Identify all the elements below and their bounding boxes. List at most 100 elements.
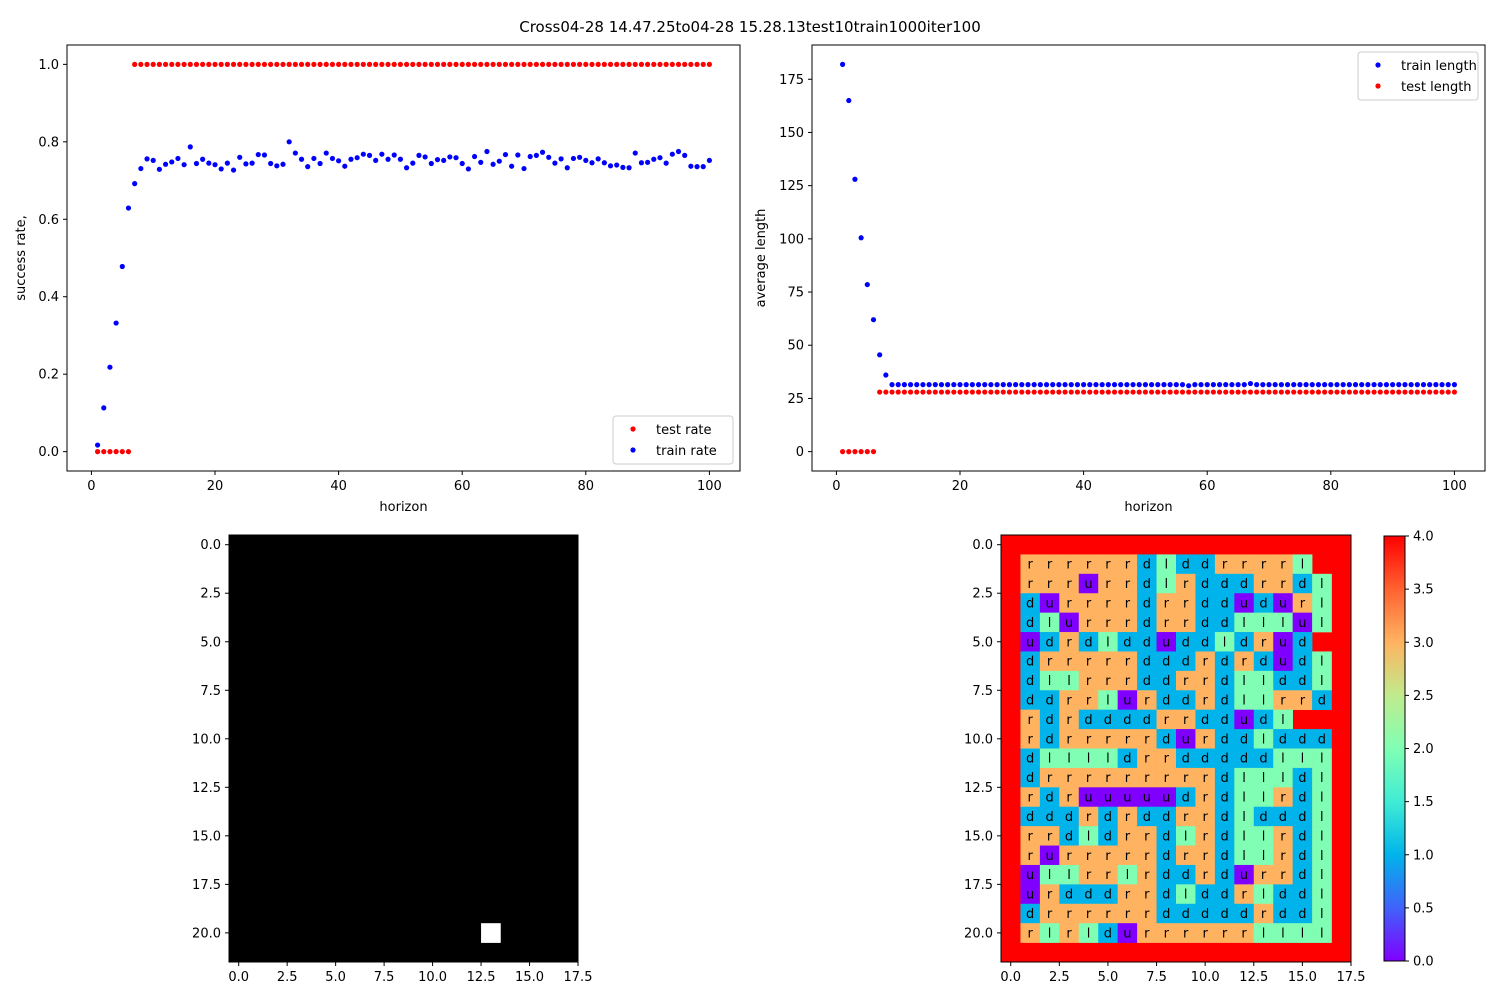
legend-label-test-length: test length	[1401, 80, 1472, 95]
policy-action-label: d	[1045, 810, 1053, 825]
policy-action-label: r	[1144, 868, 1150, 883]
x-tick-label: 0.0	[228, 970, 249, 985]
policy-cell	[1059, 767, 1080, 788]
point-train-rate-83	[601, 160, 607, 166]
point-test-length-24	[982, 389, 988, 395]
policy-cell	[1059, 845, 1080, 866]
policy-cell	[1195, 903, 1216, 924]
point-test-length-62	[1216, 389, 1223, 395]
policy-cell	[1020, 806, 1041, 827]
policy-action-label: r	[1066, 771, 1072, 786]
policy-cell	[1292, 748, 1313, 769]
policy-action-label: l	[1281, 752, 1285, 767]
point-train-rate-14	[175, 155, 181, 162]
policy-cell	[1253, 767, 1274, 788]
policy-action-label: d	[1201, 577, 1209, 592]
policy-action-label: r	[1125, 596, 1131, 611]
point-train-rate-17	[193, 160, 200, 167]
x-axis-label: horizon	[379, 500, 427, 515]
point-test-length-65	[1235, 389, 1241, 395]
point-test-length-23	[975, 389, 982, 395]
point-train-length-63	[1223, 382, 1229, 388]
x-tick-label: 2.5	[277, 970, 298, 985]
point-test-rate-24	[237, 61, 243, 67]
point-train-rate-35	[305, 164, 311, 170]
policy-cell	[1234, 670, 1255, 691]
policy-action-label: u	[1065, 616, 1073, 631]
policy-cell	[1098, 670, 1118, 691]
policy-action-label: r	[1183, 810, 1189, 825]
point-test-rate-35	[305, 61, 311, 67]
policy-cell	[1137, 845, 1157, 866]
point-train-length-68	[1254, 382, 1260, 388]
point-test-rate-44	[360, 61, 366, 67]
point-train-length-54	[1167, 382, 1173, 388]
policy-cell	[1078, 826, 1099, 846]
policy-action-label: d	[1279, 810, 1287, 825]
policy-action-label: r	[1027, 829, 1033, 844]
point-train-length-1	[839, 61, 846, 67]
policy-cell	[1234, 690, 1255, 710]
point-train-rate-53	[416, 152, 422, 158]
y-tick-label: 150	[779, 126, 804, 141]
policy-action-label: r	[1125, 771, 1131, 786]
policy-cell	[1234, 903, 1255, 924]
policy-action-label: d	[1143, 810, 1151, 825]
policy-action-label: r	[1164, 752, 1170, 767]
policy-cell	[1273, 690, 1293, 710]
policy-action-label: d	[1084, 635, 1092, 650]
policy-action-label: l	[1320, 810, 1324, 825]
point-train-rate-6	[125, 205, 132, 211]
point-test-rate-27	[255, 61, 261, 67]
policy-action-label: r	[1202, 868, 1208, 883]
policy-action-label: r	[1066, 596, 1072, 611]
policy-cell	[1117, 651, 1138, 672]
point-train-length-64	[1229, 382, 1235, 388]
point-train-length-13	[914, 382, 920, 388]
policy-action-label: d	[1318, 732, 1326, 747]
policy-action-label: r	[1280, 791, 1286, 806]
point-train-rate-70	[521, 165, 527, 172]
policy-cell	[1098, 690, 1118, 710]
policy-action-label: u	[1084, 791, 1092, 806]
policy-cell	[1214, 651, 1235, 672]
policy-action-label: d	[1182, 752, 1190, 767]
policy-cell	[1234, 593, 1255, 613]
point-test-length-80	[1328, 389, 1334, 395]
point-train-rate-49	[391, 152, 397, 158]
policy-cell	[1020, 845, 1041, 866]
point-test-rate-95	[675, 61, 682, 67]
policy-cell	[1195, 573, 1216, 594]
point-train-rate-58	[447, 154, 453, 160]
point-test-rate-98	[694, 61, 700, 67]
point-train-rate-92	[657, 155, 663, 161]
policy-cell	[1214, 806, 1235, 827]
policy-action-label: r	[1047, 558, 1053, 573]
policy-cell	[1176, 884, 1196, 905]
point-train-length-34	[1043, 382, 1050, 388]
policy-action-label: u	[1240, 868, 1248, 883]
point-train-rate-18	[200, 156, 206, 162]
point-test-rate-38	[323, 61, 329, 67]
point-test-length-51	[1148, 389, 1155, 395]
policy-action-label: l	[1067, 674, 1071, 689]
point-test-length-10	[895, 389, 901, 395]
legend-marker-test-rate	[630, 426, 636, 432]
colorbar-tick-label: 2.5	[1413, 689, 1434, 704]
policy-cell	[1214, 729, 1235, 749]
policy-action-label: r	[1125, 810, 1131, 825]
point-test-rate-6	[125, 449, 132, 455]
policy-cell	[1078, 690, 1099, 710]
point-train-length-96	[1427, 382, 1433, 388]
policy-action-label: d	[1298, 907, 1306, 922]
point-train-rate-9	[144, 156, 150, 162]
policy-cell	[1039, 573, 1060, 594]
image-frame	[228, 534, 579, 963]
y-tick-label: 20.0	[192, 926, 221, 941]
policy-cell	[1059, 593, 1080, 613]
point-test-length-1	[839, 449, 846, 455]
policy-cell	[1137, 748, 1157, 769]
policy-cell	[1039, 729, 1060, 749]
policy-action-label: l	[1262, 771, 1266, 786]
policy-cell	[1137, 806, 1157, 827]
